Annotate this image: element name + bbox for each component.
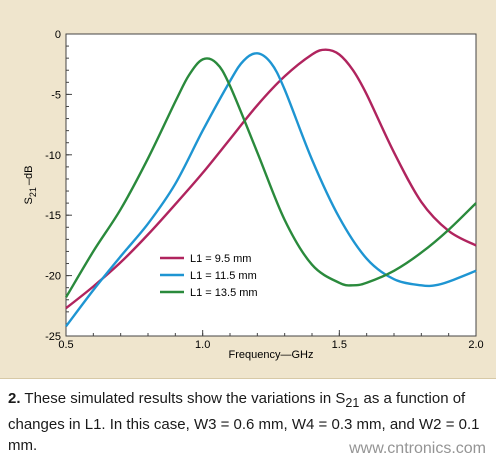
x-tick-label: 2.0 (468, 339, 483, 351)
x-axis-title: Frequency—GHz (229, 349, 314, 361)
caption-text-before: These simulated results show the variati… (20, 390, 346, 407)
series-line-3 (64, 57, 477, 298)
figure-panel: 0.5 1.0 1.5 2.0 0 -5 -10 -15 -20 -25 L1 = 9.5 mm… (0, 0, 496, 379)
y-tick-label: 0 (55, 29, 61, 41)
series-line-2 (65, 52, 477, 328)
caption-number: 2. (8, 390, 21, 407)
legend-label: L1 = 9.5 mm (190, 253, 251, 265)
y-axis-title-main: S (23, 197, 35, 204)
x-tick-label: 1.5 (332, 339, 347, 351)
caption-text-after: as a function of changes in L1. In this … (8, 390, 480, 454)
caption-subscript: 21 (345, 396, 360, 410)
watermark: www.cntronics.com (349, 440, 486, 457)
x-tick-label: 0.5 (58, 339, 73, 351)
y-tick-label: -15 (45, 210, 61, 222)
y-tick-label: -20 (45, 271, 61, 283)
legend: L1 = 9.5 mm L1 = 11.5 mm L1 = 13.5 mm (160, 253, 258, 299)
y-tick-label: -5 (51, 89, 61, 101)
s21-chart: 0.5 1.0 1.5 2.0 0 -5 -10 -15 -20 -25 L1 = 9.5 mm… (23, 29, 484, 361)
y-axis: 0 -5 -10 -15 -20 -25 (45, 29, 72, 343)
y-axis-title: S21–dB (23, 166, 38, 205)
y-axis-title-sub: 21 (28, 187, 38, 197)
y-tick-label: -10 (45, 150, 61, 162)
series-line-1 (65, 48, 477, 310)
x-axis: 0.5 1.0 1.5 2.0 (58, 330, 484, 351)
x-tick-label: 1.0 (195, 339, 210, 351)
series-layer (64, 48, 477, 328)
y-tick-label: -25 (45, 331, 61, 343)
figure-caption: 2. These simulated results show the vari… (8, 388, 490, 456)
legend-label: L1 = 11.5 mm (190, 270, 257, 282)
y-axis-title-unit: –dB (23, 166, 35, 186)
legend-label: L1 = 13.5 mm (190, 287, 258, 299)
